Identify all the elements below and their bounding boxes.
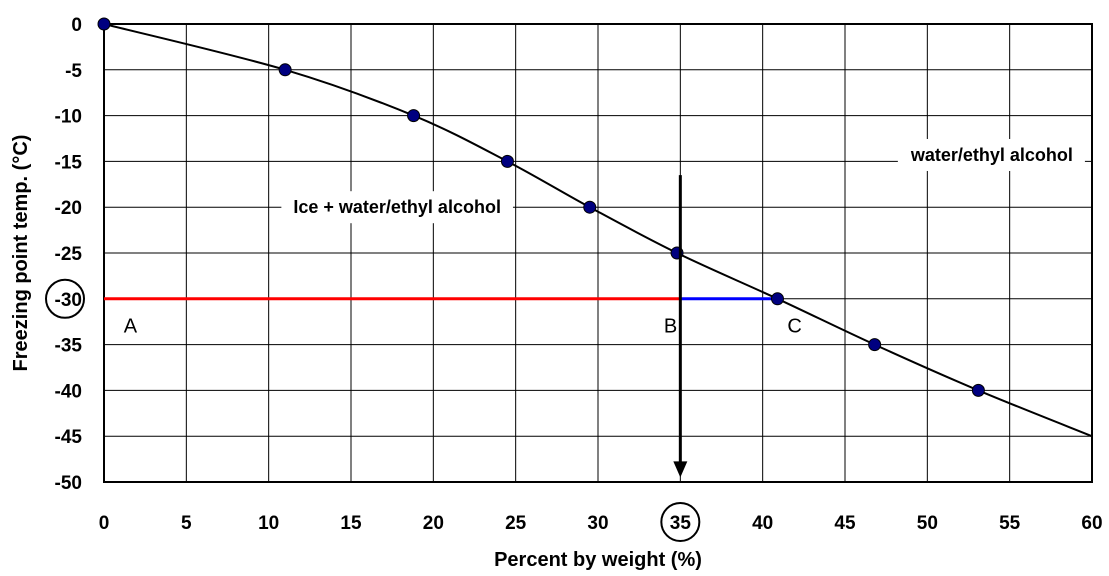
x-tick-label: 60: [1081, 513, 1102, 534]
plot-frame: [103, 23, 1093, 483]
y-tick-label: -40: [55, 381, 82, 402]
y-tick-label: -10: [55, 107, 82, 128]
data-point: [583, 200, 597, 214]
y-tick-label: -15: [55, 152, 83, 173]
point-label-b: B: [664, 315, 677, 337]
region-label-background: [897, 138, 1085, 171]
x-tick-label: 10: [258, 513, 279, 534]
data-point: [770, 292, 784, 306]
point-label-a: A: [124, 315, 138, 337]
x-tick-label: 40: [752, 513, 773, 534]
y-tick-label: -5: [65, 61, 82, 82]
y-tick-label: -30: [55, 290, 82, 311]
data-point: [500, 154, 514, 168]
arrow-down-icon: [673, 175, 688, 478]
x-tick-labels: 0 5 10 15 20 25 30 35 40 45 50 55 60: [99, 513, 1103, 534]
grid-lines: [104, 24, 1092, 482]
y-tick-label: 0: [71, 15, 82, 36]
x-tick-label: 45: [834, 513, 856, 534]
arrow-head: [673, 461, 688, 478]
data-point: [97, 17, 111, 31]
x-tick-label: 55: [999, 513, 1021, 534]
region-label-liquid: water/ethyl alcohol: [910, 145, 1073, 165]
x-tick-label: 20: [423, 513, 444, 534]
x-tick-label: 25: [505, 513, 527, 534]
x-tick-label: 0: [99, 513, 110, 534]
circled-x-tick: [660, 502, 701, 542]
x-tick-label: 15: [340, 513, 362, 534]
circled-y-tick: [45, 278, 85, 319]
point-label-c: C: [787, 315, 801, 337]
y-tick-label: -50: [55, 473, 82, 494]
y-tick-label: -25: [55, 244, 83, 265]
data-point: [278, 63, 292, 77]
data-point: [971, 383, 985, 397]
y-tick-label: -45: [55, 427, 83, 448]
data-point: [407, 109, 421, 123]
x-axis-title: Percent by weight (%): [494, 549, 702, 571]
y-tick-labels: 0 -5 -10 -15 -20 -25 -30 -35 -40 -45 -50: [55, 15, 83, 494]
y-tick-label: -20: [55, 198, 82, 219]
x-tick-label: 5: [181, 513, 192, 534]
data-point: [868, 338, 882, 352]
point-labels: A B C: [124, 315, 802, 337]
y-tick-label: -35: [55, 336, 83, 357]
x-tick-label: 50: [917, 513, 938, 534]
region-label-background: [281, 191, 513, 224]
freezing-curve: [103, 23, 1093, 438]
circled-tick-highlights: [45, 278, 701, 542]
region-label-ice-mixture: Ice + water/ethyl alcohol: [293, 197, 501, 217]
x-tick-label: 35: [670, 513, 692, 534]
y-axis-title: Freezing point temp. (°C): [10, 135, 32, 372]
x-tick-label: 30: [587, 513, 608, 534]
region-labels: Ice + water/ethyl alcohol water/ethyl al…: [281, 138, 1085, 224]
